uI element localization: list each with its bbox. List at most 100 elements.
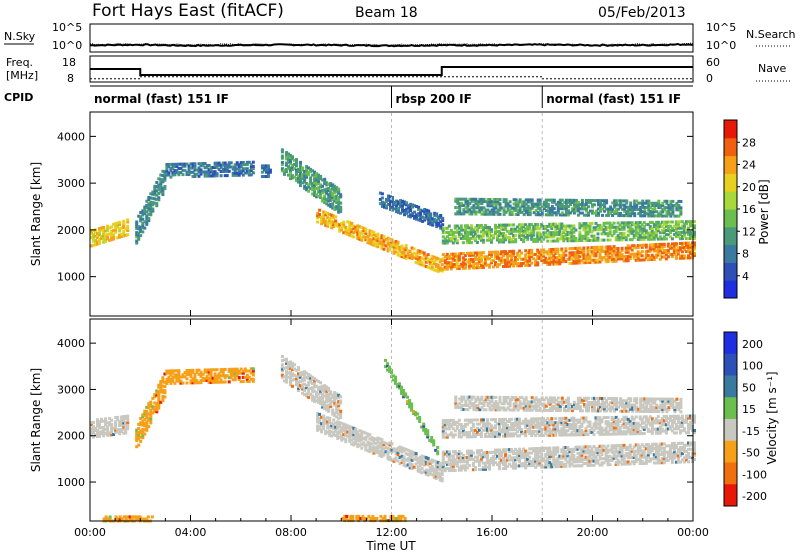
heat-cell (624, 445, 628, 449)
heat-cell (321, 199, 325, 203)
heat-cell (163, 380, 167, 384)
heat-cell (594, 260, 598, 264)
heat-cell (666, 248, 670, 252)
heat-cell (625, 205, 629, 209)
heat-cell (532, 229, 536, 233)
heat-cell (137, 437, 141, 441)
power-colorbar-tick-label: 28 (742, 136, 756, 149)
heat-cell (484, 259, 487, 263)
heat-cell (237, 171, 241, 175)
heat-cell (658, 448, 662, 452)
heat-cell (416, 457, 420, 460)
heat-cell (430, 464, 434, 468)
heat-cell (264, 175, 268, 178)
heat-cell (231, 369, 235, 373)
heat-cell (570, 239, 574, 243)
heat-cell (159, 400, 163, 404)
heat-cell (604, 448, 608, 452)
heat-cell (471, 251, 475, 255)
heat-cell (386, 236, 390, 240)
heat-cell (207, 368, 211, 372)
heat-cell (656, 455, 660, 459)
heat-cell (516, 204, 520, 208)
heat-cell (634, 233, 638, 237)
heat-cell (492, 212, 496, 216)
heat-cell (558, 260, 562, 264)
heat-cell (647, 208, 651, 211)
heat-cell (652, 247, 656, 251)
heat-cell (406, 448, 410, 452)
heat-cell (395, 203, 398, 207)
heat-cell (538, 231, 542, 235)
heat-cell (660, 231, 664, 235)
heat-cell (564, 211, 568, 215)
heat-cell (324, 213, 328, 217)
heat-cell (587, 213, 590, 217)
heat-cell (213, 376, 217, 380)
heat-cell (307, 377, 311, 381)
heat-cell (548, 450, 552, 454)
heat-cell (411, 211, 415, 215)
heat-cell (339, 399, 343, 403)
heat-cell (494, 461, 497, 465)
heat-cell (588, 228, 592, 232)
heat-cell (434, 460, 438, 464)
heat-cell (404, 248, 408, 252)
noise-left-tick-top: 10^5 (52, 21, 82, 34)
heat-cell (542, 231, 546, 235)
heat-cell (542, 459, 546, 463)
heat-cell (508, 450, 512, 454)
heat-cell (640, 227, 644, 231)
heat-cell (548, 461, 552, 465)
heat-cell (592, 463, 596, 467)
heat-cell (149, 413, 153, 417)
heat-cell (325, 395, 329, 399)
heat-cell (354, 438, 358, 441)
heat-cell (534, 223, 538, 226)
heat-cell (177, 377, 181, 381)
heat-cell (396, 240, 400, 244)
heat-cell (532, 459, 536, 463)
heat-cell (159, 190, 163, 194)
heat-cell (526, 233, 530, 237)
heat-cell (473, 236, 477, 240)
heat-cell (637, 212, 641, 216)
heat-cell (372, 233, 376, 237)
heat-cell (580, 211, 584, 215)
heat-cell (122, 423, 126, 427)
heat-cell (331, 204, 335, 208)
heat-cell (223, 169, 227, 173)
heat-cell (145, 420, 149, 424)
heat-cell (330, 224, 334, 228)
heat-cell (587, 199, 590, 202)
heat-cell (476, 200, 480, 203)
heat-cell (615, 209, 619, 213)
heat-cell (492, 202, 496, 206)
heat-cell (592, 248, 596, 252)
heat-cell (445, 454, 449, 458)
heat-cell (342, 220, 346, 224)
heat-cell (528, 462, 532, 465)
heat-cell (671, 204, 675, 208)
heat-cell (564, 213, 568, 217)
heat-cell (566, 230, 570, 234)
heat-cell (441, 450, 445, 454)
heat-cell (309, 167, 313, 171)
heat-cell (602, 221, 606, 225)
heat-cell (597, 199, 600, 203)
heat-cell (412, 451, 416, 455)
heat-cell (332, 214, 336, 218)
heat-cell (266, 164, 270, 168)
heat-cell (580, 205, 584, 209)
heat-cell (490, 228, 493, 232)
heat-cell (415, 213, 419, 217)
heat-cell (337, 198, 341, 202)
heat-cell (169, 175, 173, 179)
heat-cell (415, 205, 419, 208)
heat-cell (443, 237, 447, 241)
heat-cell (648, 245, 652, 249)
heat-cell (90, 244, 93, 248)
heat-cell (658, 446, 662, 450)
heat-cell (317, 190, 321, 194)
heat-cell (634, 455, 638, 459)
